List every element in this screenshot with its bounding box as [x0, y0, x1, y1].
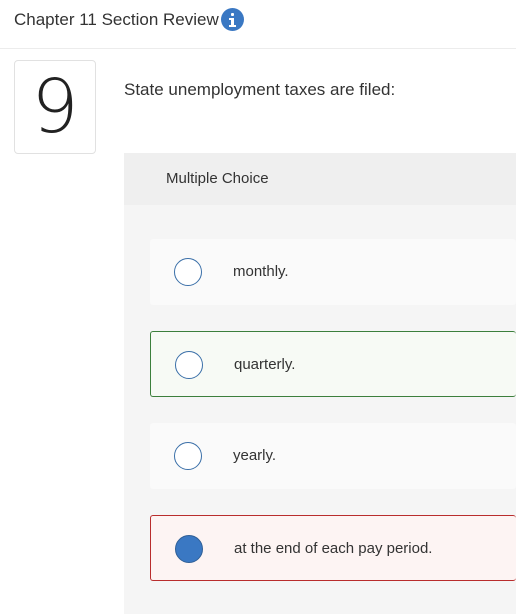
answer-option-quarterly[interactable]: quarterly.: [150, 331, 516, 397]
answer-option-yearly[interactable]: yearly.: [150, 423, 516, 489]
info-icon-serif-bottom: [229, 25, 236, 27]
radio-button[interactable]: [174, 442, 202, 470]
page-title: Chapter 11 Section Review: [14, 10, 219, 29]
answer-option-label: quarterly.: [234, 356, 296, 373]
info-icon[interactable]: [221, 8, 244, 31]
info-icon-serif-top: [229, 18, 232, 20]
answer-option-monthly[interactable]: monthly.: [150, 239, 516, 305]
answer-option-label: yearly.: [233, 447, 277, 464]
multiple-choice-panel: Multiple Choice monthly. quarterly. year…: [124, 153, 516, 614]
question-text: State unemployment taxes are filed:: [124, 80, 396, 99]
radio-button[interactable]: [174, 258, 202, 286]
radio-button[interactable]: [175, 351, 203, 379]
question-number: 9: [31, 64, 79, 150]
answer-option-label: at the end of each pay period.: [234, 540, 433, 557]
info-icon-dot: [231, 13, 234, 16]
info-icon-stem: [231, 18, 234, 26]
answer-option-each-pay-period[interactable]: at the end of each pay period.: [150, 515, 516, 581]
multiple-choice-header: Multiple Choice: [124, 153, 516, 205]
radio-button-selected[interactable]: [175, 535, 203, 563]
multiple-choice-label: Multiple Choice: [166, 170, 269, 187]
answer-option-label: monthly.: [233, 263, 289, 280]
question-number-box: 9: [14, 60, 96, 154]
page-header: Chapter 11 Section Review: [0, 0, 516, 49]
